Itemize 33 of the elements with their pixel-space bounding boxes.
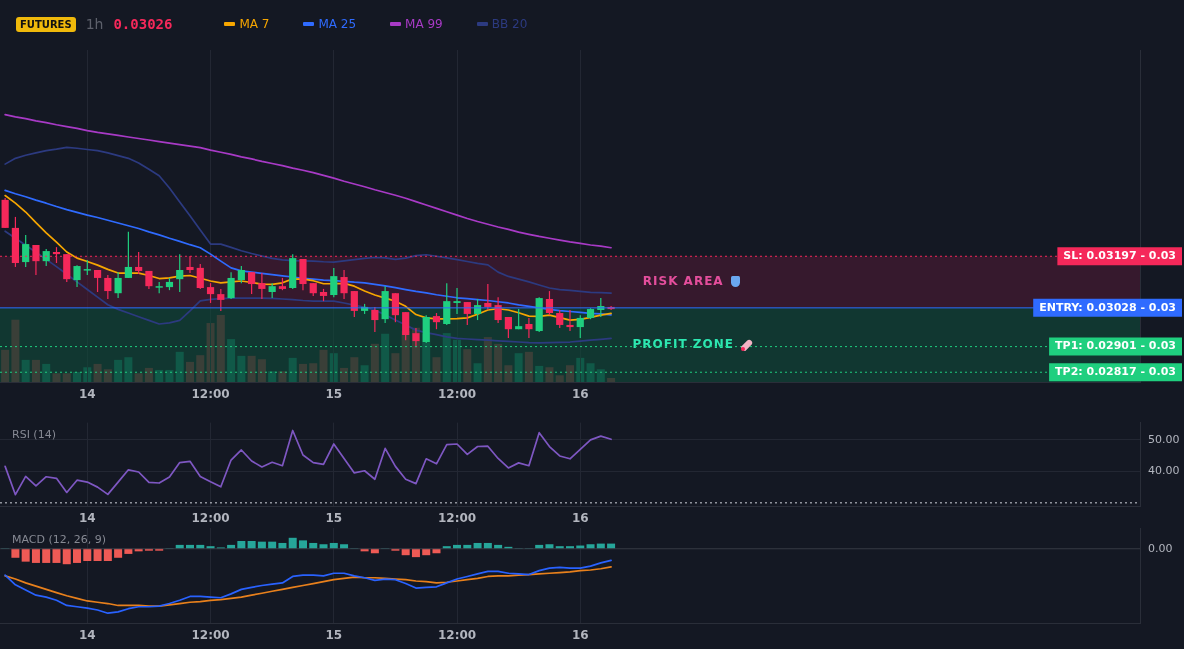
x-tick-label: 14 bbox=[78, 387, 96, 402]
x-tick-label: 12:00 bbox=[437, 387, 477, 402]
x-tick-label: 16 bbox=[571, 387, 589, 402]
legend-label: MA 7 bbox=[239, 17, 270, 31]
text: 0.03026 bbox=[113, 16, 173, 32]
ref-line-label: TP2: 0.02817 - 0.03 bbox=[1055, 365, 1177, 379]
ref-line-label: SL: 0.03197 - 0.03 bbox=[1063, 249, 1177, 263]
ref-line-label: ENTRY: 0.03028 - 0.03 bbox=[1039, 300, 1176, 314]
x-tick-label: 14 bbox=[78, 628, 96, 643]
y-tick-label: 50.00 bbox=[1148, 432, 1180, 446]
x-tick-label: 12:00 bbox=[191, 511, 230, 526]
x-tick-label: 15 bbox=[325, 628, 343, 643]
ref-line-label: TP1: 0.02901 - 0.03 bbox=[1055, 339, 1177, 353]
x-tick-label: 16 bbox=[571, 628, 589, 643]
x-tick-label: 14 bbox=[78, 511, 96, 526]
x-tick-label: 16 bbox=[571, 511, 589, 526]
x-tick-label: 12:00 bbox=[191, 628, 230, 643]
x-tick-label: 12:00 bbox=[437, 628, 477, 643]
x-tick-label: 12:00 bbox=[437, 511, 477, 526]
x-tick-label: 12:00 bbox=[191, 387, 230, 402]
text: 1h bbox=[85, 16, 104, 32]
band-label: PROFIT ZONE bbox=[632, 337, 734, 352]
chart-title: MACD (12, 26, 9) bbox=[12, 533, 107, 547]
text: 0.00 bbox=[1148, 541, 1173, 555]
x-tick-label: 15 bbox=[325, 387, 343, 402]
y-tick-label: 40.00 bbox=[1148, 464, 1180, 478]
band-label: RISK AREA bbox=[642, 274, 724, 289]
legend-label: MA 25 bbox=[318, 17, 357, 31]
x-tick-label: 15 bbox=[325, 511, 343, 526]
legend-label: BB 20 bbox=[491, 17, 528, 31]
legend-label: MA 99 bbox=[405, 17, 443, 31]
text: FUTURES bbox=[16, 16, 76, 32]
text: RSI (14) bbox=[12, 427, 56, 441]
